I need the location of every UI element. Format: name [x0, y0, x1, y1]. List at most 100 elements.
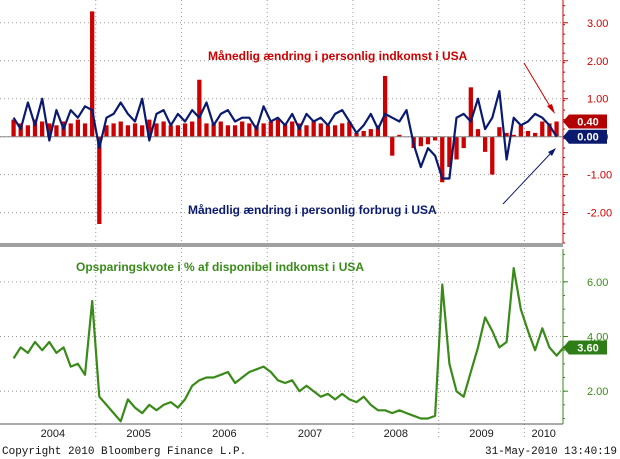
- income-bar: [97, 136, 102, 225]
- income-bar: [154, 123, 159, 137]
- income-bar: [247, 123, 252, 137]
- income-bar: [190, 121, 195, 137]
- consumption-line: [12, 89, 558, 180]
- top-axis-tick-label: 2.00: [587, 56, 608, 68]
- income-bar: [282, 123, 288, 137]
- year-label-2010: 2010: [531, 428, 555, 440]
- income-bar: [518, 125, 523, 137]
- income-bar: [182, 123, 188, 137]
- bottom-axis-tick-label: 2.00: [587, 386, 608, 398]
- annotation-saving-text: Opsparingskvote i % af disponibel indkom…: [76, 260, 364, 274]
- income-bar: [104, 125, 109, 137]
- income-bar: [232, 125, 238, 137]
- saving-last-value-badge-text: 3.60: [577, 342, 598, 354]
- year-dividers: [95, 0, 525, 440]
- income-bar: [397, 134, 402, 137]
- income-bar: [468, 87, 473, 137]
- income-bar: [497, 127, 502, 137]
- income-bar: [118, 121, 123, 137]
- income-bar: [425, 136, 431, 145]
- income-bar: [125, 125, 131, 137]
- income-bar: [318, 123, 323, 137]
- bottom-panel-y-axis: 2.004.006.00: [562, 249, 608, 424]
- income-bar: [347, 121, 352, 137]
- income-bar: [68, 123, 73, 137]
- income-bar: [532, 132, 538, 137]
- saving-last-value-badge-shape: [563, 340, 607, 355]
- year-label-2009: 2009: [469, 428, 493, 440]
- income-bar: [447, 136, 452, 168]
- income-bar: [111, 123, 116, 137]
- income-bar: [547, 123, 552, 137]
- income-bar: [554, 121, 559, 137]
- year-label-2006: 2006: [212, 428, 236, 440]
- annotation-consumption-arrow: [502, 152, 552, 205]
- annotation-consumption: Månedlig ændring i personlig forbrug i U…: [188, 148, 556, 217]
- annotation-consumption-text: Månedlig ændring i personlig forbrug i U…: [188, 203, 437, 217]
- annotation-income-text: Månedlig ændring i personlig indkomst i …: [208, 49, 468, 63]
- income-last-value-badge-shape: [563, 114, 607, 129]
- top-axis-tick-label: 1.00: [587, 94, 608, 106]
- income-bar: [440, 136, 445, 183]
- x-axis-year-labels: 2004 2005 2006 2007 2008 2009 2010: [41, 428, 556, 440]
- income-bar: [332, 125, 338, 137]
- income-bar: [47, 123, 52, 137]
- income-bar: [175, 125, 181, 137]
- income-bar: [354, 132, 359, 137]
- income-bar: [197, 79, 202, 137]
- income-bar: [504, 132, 509, 137]
- income-bar: [418, 136, 423, 147]
- year-label-2004: 2004: [41, 428, 65, 440]
- income-bar: [204, 123, 209, 137]
- income-bar: [75, 119, 81, 137]
- income-bar: [540, 121, 545, 137]
- income-bar: [225, 125, 231, 137]
- annotation-consumption-arrowhead: [548, 148, 556, 156]
- income-bar: [304, 125, 309, 137]
- income-bar: [511, 134, 516, 137]
- year-label-2007: 2007: [298, 428, 322, 440]
- income-bar: [290, 121, 295, 137]
- income-bar: [147, 119, 152, 137]
- saving-line: [12, 267, 586, 423]
- income-bar: [132, 123, 138, 137]
- bottom-axis-tick-label: 6.00: [587, 277, 608, 289]
- consumption-last-value-badge-shape: [563, 129, 607, 144]
- top-axis-tick-label: -2.00: [587, 208, 612, 220]
- year-label-2008: 2008: [384, 428, 408, 440]
- income-bar: [490, 136, 495, 175]
- footer-bar: [0, 441, 620, 459]
- income-bar: [525, 130, 531, 137]
- footer-copyright: Copyright 2010 Bloomberg Finance L.P.: [2, 446, 246, 458]
- income-bar: [261, 123, 266, 137]
- income-bar: [168, 125, 173, 137]
- consumption-last-value-badge-text: 0.00: [577, 132, 598, 144]
- income-bar: [390, 136, 395, 156]
- income-bar: [368, 129, 373, 137]
- income-bar: [454, 136, 459, 160]
- income-bar: [325, 125, 331, 137]
- last-value-badges: 0.40 0.00 3.60: [563, 114, 607, 355]
- income-bar: [382, 75, 388, 137]
- income-bar: [218, 121, 223, 137]
- income-bar: [340, 123, 345, 137]
- income-bar: [90, 11, 95, 137]
- income-bar: [11, 119, 16, 137]
- income-last-value-badge-text: 0.40: [577, 117, 598, 129]
- year-label-2005: 2005: [126, 428, 150, 440]
- income-bar: [482, 136, 488, 152]
- income-bars: [11, 11, 559, 225]
- income-bar: [140, 125, 145, 137]
- income-bar: [375, 125, 381, 137]
- income-bar: [475, 129, 481, 137]
- annotation-income: Månedlig ændring i personlig indkomst i …: [208, 49, 555, 114]
- income-bar: [240, 121, 245, 137]
- income-bar: [461, 136, 466, 149]
- annotation-income-arrowhead: [547, 104, 555, 114]
- income-bar: [25, 125, 31, 137]
- top-axis-tick-label: -1.00: [587, 170, 612, 182]
- saving-series-line: [12, 267, 586, 423]
